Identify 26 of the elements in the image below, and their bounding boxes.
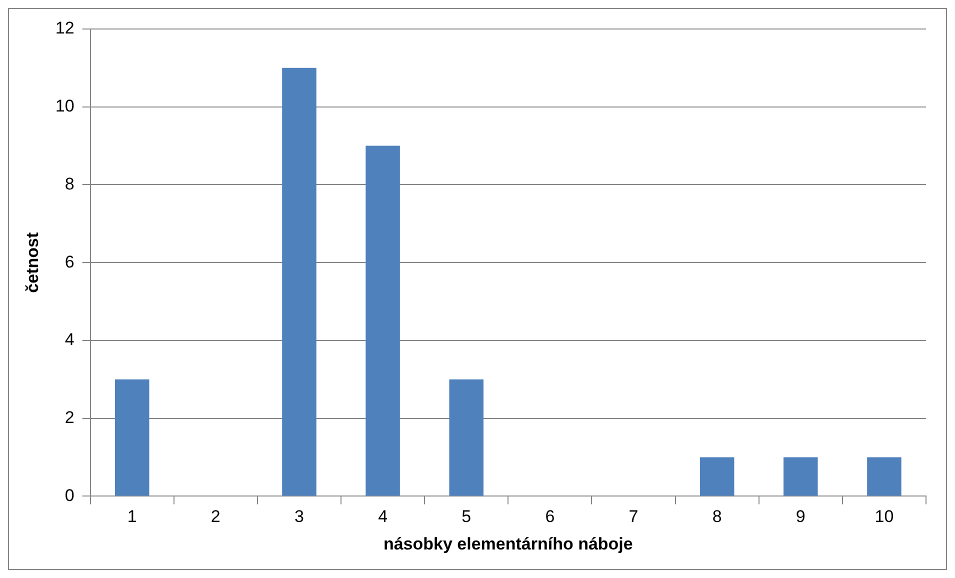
x-tick-label: 2 xyxy=(210,507,220,526)
x-tick-label: 10 xyxy=(874,507,894,526)
x-tick-label: 3 xyxy=(294,507,304,526)
bar xyxy=(114,379,150,496)
x-tick-label: 1 xyxy=(127,507,137,526)
x-tick-label: 5 xyxy=(462,507,472,526)
x-tick-label: 7 xyxy=(628,507,638,526)
x-tick-label: 9 xyxy=(796,507,806,526)
y-axis-title: četnost xyxy=(22,232,42,293)
x-axis-title: násobky elementárního náboje xyxy=(383,534,633,554)
y-tick-label: 8 xyxy=(64,174,74,194)
bar xyxy=(366,146,400,496)
y-tick-label: 12 xyxy=(55,18,74,38)
bar xyxy=(282,68,316,496)
y-tick-label: 10 xyxy=(55,96,74,116)
y-tick-label: 0 xyxy=(64,486,74,505)
bar xyxy=(449,379,484,496)
bar xyxy=(867,457,902,496)
y-tick-label: 2 xyxy=(64,408,74,428)
y-tick-label: 6 xyxy=(64,252,74,272)
y-tick-label: 4 xyxy=(64,330,74,350)
x-tick-label: 4 xyxy=(378,507,388,526)
bar xyxy=(784,457,818,496)
x-tick-label: 8 xyxy=(712,507,722,526)
bar xyxy=(700,457,734,496)
x-tick-label: 6 xyxy=(545,507,555,526)
